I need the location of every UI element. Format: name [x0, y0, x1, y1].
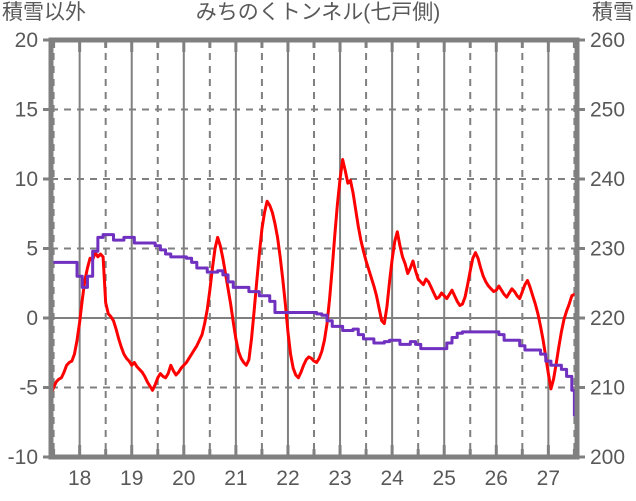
y-axis-right-tick-label: 220	[590, 307, 625, 330]
x-axis-tick-label: 22	[276, 467, 299, 490]
tick-labels: 20 15 10 5 0 -5 -10 260 250 240 230 220 210 200 18 19 20…	[8, 29, 625, 490]
series-line-purple	[49, 233, 576, 417]
x-axis-tick-label: 27	[537, 467, 560, 490]
y-axis-right-tick-label: 230	[590, 238, 625, 261]
y-axis-right-tick-label: 240	[590, 168, 625, 191]
y-axis-left-tick-label: -10	[8, 446, 38, 469]
x-axis-tick-label: 19	[120, 467, 143, 490]
y-axis-right-tick-label: 210	[590, 377, 625, 400]
y-axis-right-tick-label: 200	[590, 446, 625, 469]
data-series-layer	[49, 158, 576, 417]
x-axis-tick-label: 20	[172, 467, 195, 490]
chart-title: みちのくトンネル(七戸側)	[195, 1, 441, 24]
x-axis-tick-label: 23	[328, 467, 351, 490]
left-axis-unit-label: 積雪以外	[2, 1, 86, 24]
horizontal-gridlines	[51, 108, 577, 389]
x-axis-tick-label: 24	[380, 467, 404, 490]
series-line-red	[49, 158, 576, 396]
y-axis-left-tick-label: -5	[19, 377, 38, 400]
right-axis-unit-label: 積雪	[592, 1, 634, 24]
y-axis-right-tick-label: 250	[590, 99, 625, 122]
x-axis-tick-label: 25	[433, 467, 456, 490]
tick-marks	[43, 38, 585, 459]
x-axis-tick-label: 26	[485, 467, 508, 490]
y-axis-left-tick-label: 10	[15, 168, 38, 191]
y-axis-left-tick-label: 20	[15, 29, 38, 52]
y-axis-left-tick-label: 0	[26, 307, 38, 330]
x-axis-tick-label: 21	[224, 467, 247, 490]
y-axis-left-tick-label: 15	[15, 99, 38, 122]
x-axis-tick-label: 18	[68, 467, 91, 490]
y-axis-right-tick-label: 260	[590, 29, 625, 52]
y-axis-left-tick-label: 5	[26, 238, 38, 261]
